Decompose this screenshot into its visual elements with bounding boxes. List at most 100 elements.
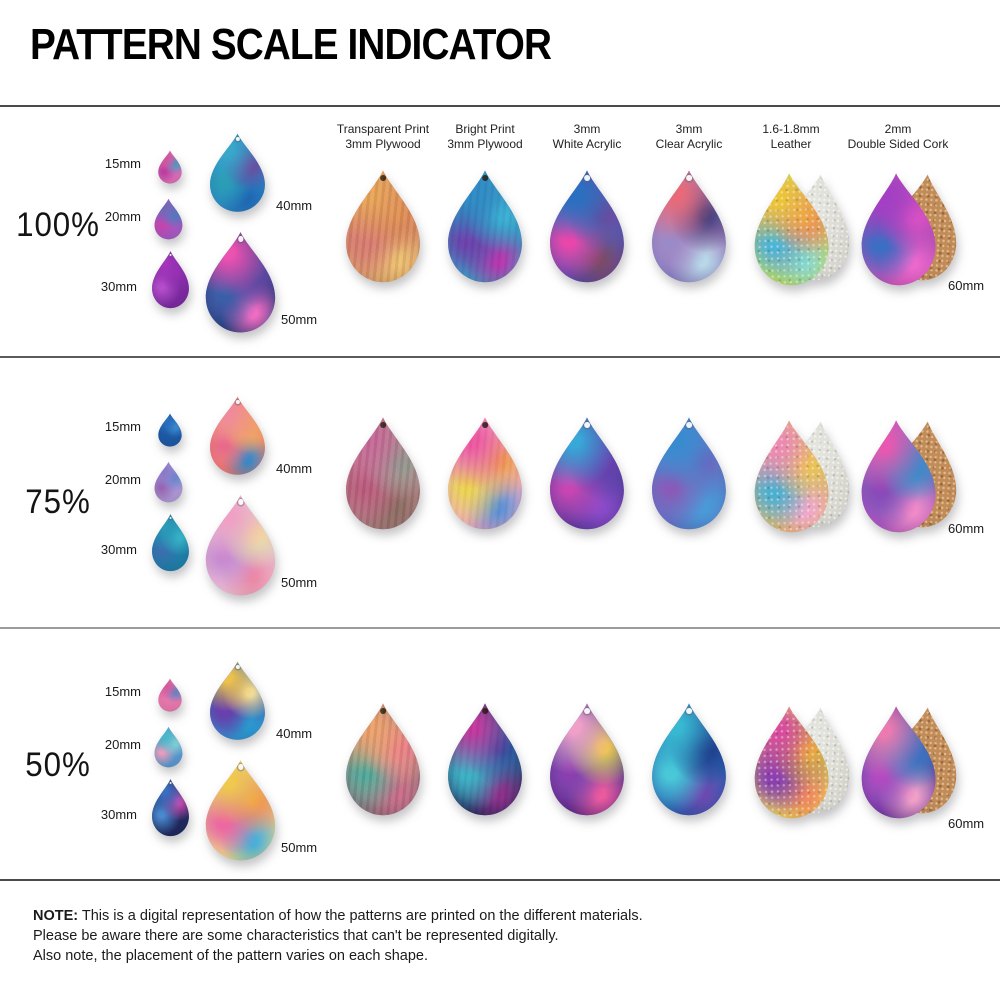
scale-row-75: 75% 15mm 20mm 30mm 40mm 50mm 60mm bbox=[0, 357, 1000, 628]
hole bbox=[169, 254, 172, 257]
teardrop-60mm-white-acrylic bbox=[546, 701, 628, 817]
teardrop-40mm bbox=[207, 660, 268, 741]
teardrop-60mm-double-sided-cork bbox=[857, 168, 975, 290]
size-label-60mm: 60mm bbox=[948, 521, 985, 536]
size-label-40mm: 40mm bbox=[276, 726, 313, 741]
teardrop-60mm-leather bbox=[750, 168, 868, 290]
teardrop-20mm bbox=[153, 461, 184, 503]
teardrop-30mm bbox=[150, 250, 191, 309]
hole bbox=[482, 175, 488, 181]
scale-label: 100% bbox=[16, 206, 100, 244]
size-label-15mm: 15mm bbox=[104, 419, 141, 434]
material-header-clear-acrylic: 3mm Clear Acrylic bbox=[614, 122, 764, 152]
teardrop-60mm-leather bbox=[750, 415, 868, 537]
size-label-15mm: 15mm bbox=[104, 156, 141, 171]
scale-row-100: 100% 15mm 20mm 30mm 40mm 50mm Transparent Prin… bbox=[0, 106, 1000, 357]
teardrop-30mm bbox=[150, 513, 191, 572]
note-line-2: Please be aware there are some character… bbox=[33, 928, 559, 944]
teardrop-40mm bbox=[207, 132, 268, 213]
teardrop-60mm-transparent-print-plywood bbox=[342, 415, 424, 531]
size-label-40mm: 40mm bbox=[276, 461, 313, 476]
size-label-20mm: 20mm bbox=[104, 209, 141, 224]
hole bbox=[238, 236, 243, 241]
hole bbox=[584, 708, 590, 714]
hole bbox=[482, 708, 488, 714]
material-header-line1: 2mm bbox=[884, 122, 912, 136]
teardrop-60mm-bright-print-plywood bbox=[444, 415, 526, 531]
teardrop-15mm bbox=[157, 678, 183, 712]
hole bbox=[380, 708, 386, 714]
material-header-line1: 3mm bbox=[573, 122, 601, 136]
material-header-line2: Double Sided Cork bbox=[847, 137, 949, 151]
teardrop-20mm bbox=[153, 198, 184, 240]
material-header-line2: Leather bbox=[770, 137, 812, 151]
size-label-50mm: 50mm bbox=[281, 840, 318, 855]
size-label-30mm: 30mm bbox=[100, 542, 137, 557]
size-label-30mm: 30mm bbox=[100, 279, 137, 294]
size-label-50mm: 50mm bbox=[281, 312, 318, 327]
size-label-60mm: 60mm bbox=[948, 816, 985, 831]
material-header-line1: Transparent Print bbox=[336, 122, 430, 136]
teardrop-60mm-double-sided-cork bbox=[857, 415, 975, 537]
size-label-20mm: 20mm bbox=[104, 737, 141, 752]
divider-row1-row2 bbox=[0, 356, 1000, 358]
scale-label: 50% bbox=[25, 746, 91, 784]
material-header-white-acrylic: 3mm White Acrylic bbox=[512, 122, 662, 152]
material-header-line1: 3mm bbox=[675, 122, 703, 136]
teardrop-50mm bbox=[202, 758, 279, 862]
note-text: NOTE: This is a digital representation o… bbox=[33, 906, 813, 966]
teardrop-40mm bbox=[207, 395, 268, 476]
teardrop-60mm-bright-print-plywood bbox=[444, 701, 526, 817]
size-label-40mm: 40mm bbox=[276, 198, 313, 213]
material-header-double-sided-cork: 2mm Double Sided Cork bbox=[823, 122, 973, 152]
divider-top bbox=[0, 105, 1000, 107]
material-header-line2: 3mm Plywood bbox=[345, 137, 421, 151]
hole bbox=[380, 422, 386, 428]
divider-row2-row3 bbox=[0, 627, 1000, 629]
size-label-30mm: 30mm bbox=[100, 807, 137, 822]
divider-bottom bbox=[0, 879, 1000, 881]
hole bbox=[380, 175, 386, 181]
hole bbox=[686, 175, 692, 181]
material-header-bright-print-plywood: Bright Print 3mm Plywood bbox=[410, 122, 560, 152]
teardrop-60mm-white-acrylic bbox=[546, 415, 628, 531]
size-label-20mm: 20mm bbox=[104, 472, 141, 487]
hole bbox=[482, 422, 488, 428]
teardrop-50mm bbox=[202, 493, 279, 597]
teardrop-20mm bbox=[153, 726, 184, 768]
hole bbox=[238, 499, 243, 504]
scale-row-50: 50% 15mm 20mm 30mm 40mm 50mm 60mm bbox=[0, 628, 1000, 880]
hole bbox=[235, 400, 239, 404]
teardrop-60mm-clear-acrylic bbox=[648, 701, 730, 817]
teardrop-60mm-bright-print-plywood bbox=[444, 168, 526, 284]
size-label-50mm: 50mm bbox=[281, 575, 318, 590]
hole bbox=[169, 782, 172, 785]
teardrop-50mm bbox=[202, 230, 279, 334]
hole bbox=[169, 517, 172, 520]
material-header-transparent-print-plywood: Transparent Print 3mm Plywood bbox=[308, 122, 458, 152]
hole bbox=[584, 175, 590, 181]
teardrop-60mm-double-sided-cork bbox=[857, 701, 975, 823]
note-label: NOTE: bbox=[33, 908, 79, 924]
hole bbox=[238, 764, 243, 769]
material-header-line1: Bright Print bbox=[455, 122, 515, 136]
teardrop-60mm-white-acrylic bbox=[546, 168, 628, 284]
note-line-1: NOTE: This is a digital representation o… bbox=[33, 908, 643, 924]
material-header-line2: White Acrylic bbox=[552, 137, 622, 151]
teardrop-60mm-clear-acrylic bbox=[648, 415, 730, 531]
teardrop-60mm-transparent-print-plywood bbox=[342, 701, 424, 817]
teardrop-60mm-leather bbox=[750, 701, 868, 823]
page-title: PATTERN SCALE INDICATOR bbox=[30, 20, 552, 69]
note-line-3: Also note, the placement of the pattern … bbox=[33, 948, 428, 964]
hole bbox=[584, 422, 590, 428]
size-label-60mm: 60mm bbox=[948, 278, 985, 293]
teardrop-15mm bbox=[157, 150, 183, 184]
hole bbox=[235, 137, 239, 141]
material-header-leather: 1.6-1.8mm Leather bbox=[716, 122, 866, 152]
size-label-15mm: 15mm bbox=[104, 684, 141, 699]
hole bbox=[686, 422, 692, 428]
teardrop-30mm bbox=[150, 778, 191, 837]
teardrop-60mm-transparent-print-plywood bbox=[342, 168, 424, 284]
material-header-line2: Clear Acrylic bbox=[655, 137, 723, 151]
